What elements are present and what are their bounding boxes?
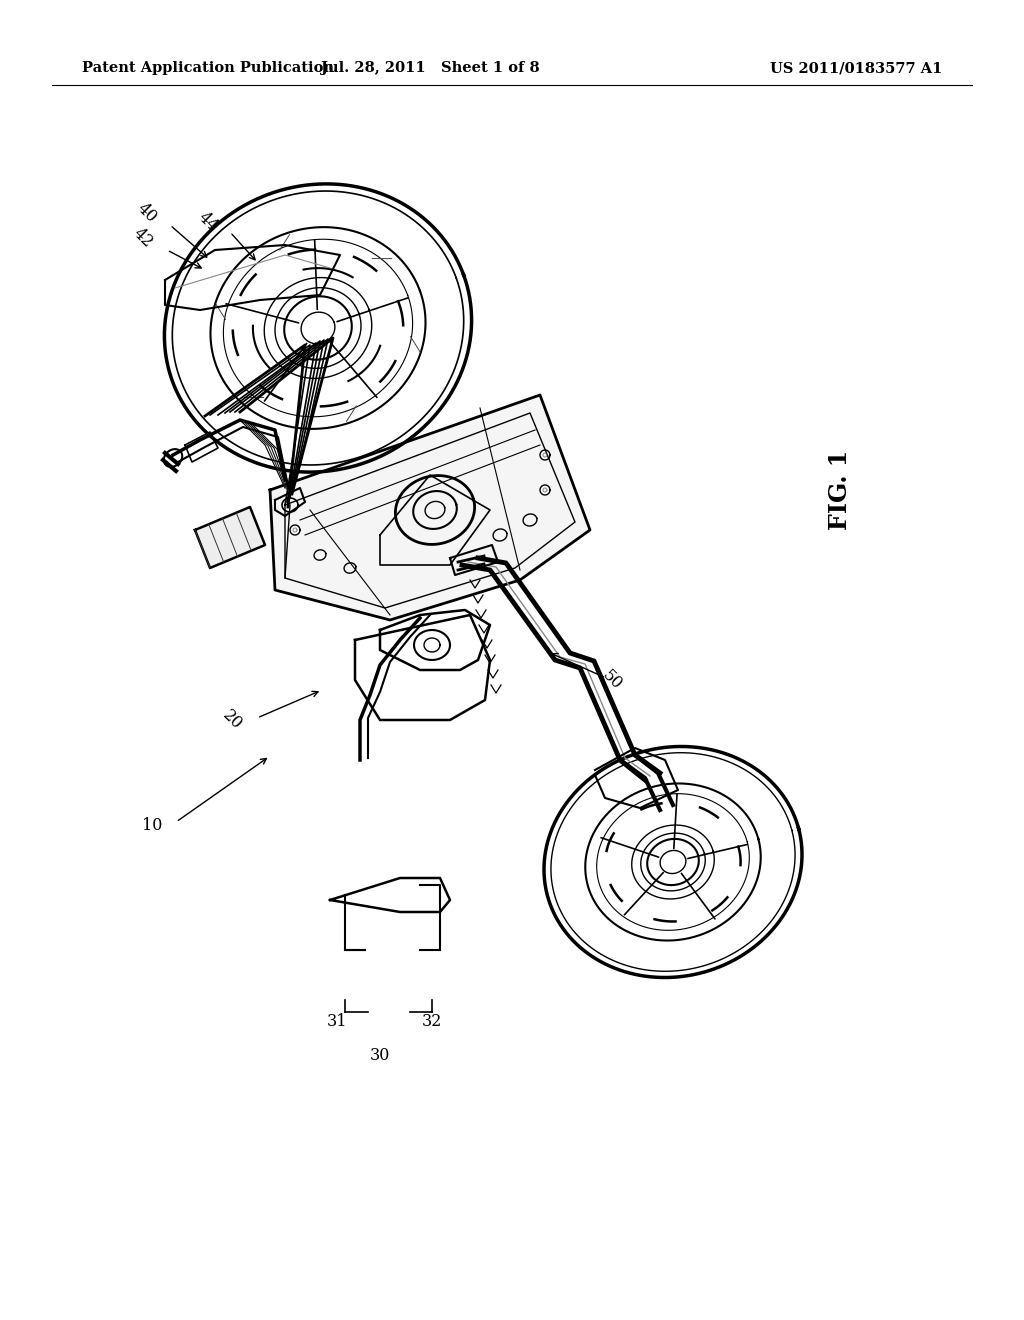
Text: 42: 42	[130, 224, 157, 251]
Text: FIG. 1: FIG. 1	[828, 450, 852, 531]
Text: US 2011/0183577 A1: US 2011/0183577 A1	[770, 61, 942, 75]
Polygon shape	[270, 395, 590, 620]
Text: 31: 31	[327, 1014, 347, 1031]
Text: 30: 30	[370, 1047, 390, 1064]
Text: 40: 40	[134, 199, 160, 226]
Polygon shape	[195, 507, 265, 568]
Text: 50: 50	[599, 667, 626, 693]
Text: 20: 20	[219, 706, 245, 733]
Text: Jul. 28, 2011   Sheet 1 of 8: Jul. 28, 2011 Sheet 1 of 8	[321, 61, 540, 75]
Text: 44: 44	[195, 209, 221, 235]
Text: 32: 32	[422, 1014, 442, 1031]
Text: Patent Application Publication: Patent Application Publication	[82, 61, 334, 75]
Text: 10: 10	[141, 817, 162, 833]
